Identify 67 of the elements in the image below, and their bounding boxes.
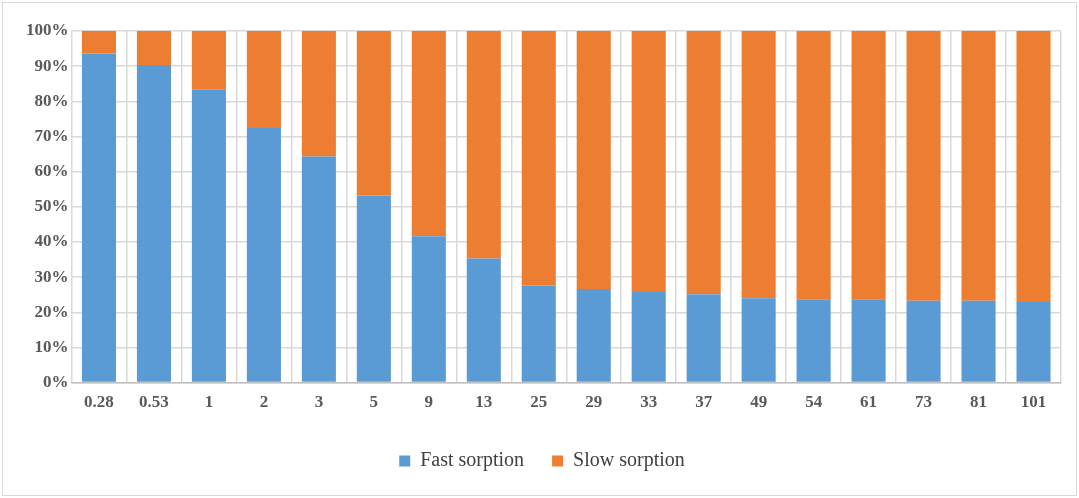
x-tick-label: 0.28 [84, 392, 114, 412]
bar [906, 300, 941, 382]
x-tick-label: 5 [369, 392, 379, 412]
bar [796, 299, 831, 382]
bar [521, 31, 556, 286]
x-tick-label: 33 [640, 392, 658, 412]
bar [796, 31, 831, 300]
y-tick-label: 10% [34, 336, 69, 356]
bar [301, 31, 336, 157]
x-tick-label: 3 [314, 392, 324, 412]
bar [81, 53, 117, 382]
y-tick-label: 50% [34, 196, 69, 216]
bar [356, 195, 391, 382]
bar [851, 31, 886, 300]
y-tick-label: 0% [43, 371, 69, 391]
y-tick-label: 70% [34, 125, 69, 145]
bar [136, 65, 171, 382]
x-tick-label: 29 [585, 392, 603, 412]
bar [906, 31, 941, 301]
bar [411, 236, 446, 382]
legend-label: Slow sorption [573, 448, 685, 472]
x-tick-label: 1 [204, 392, 214, 412]
x-tick-label: 9 [424, 392, 434, 412]
y-tick-label: 80% [34, 90, 69, 110]
bar [851, 299, 886, 382]
bar [246, 31, 281, 129]
bar [136, 31, 171, 66]
y-tick-label: 90% [34, 55, 69, 75]
bar [356, 31, 391, 196]
bar [576, 289, 611, 382]
bar [576, 31, 611, 290]
bar [1016, 302, 1051, 382]
bar [686, 31, 721, 295]
bar [246, 128, 281, 382]
bar [961, 31, 996, 301]
bar [191, 89, 226, 382]
bar [1016, 31, 1051, 303]
bar [686, 294, 721, 382]
x-tick-label: 73 [915, 392, 933, 412]
bar [81, 31, 117, 54]
y-tick-label: 20% [34, 301, 69, 321]
y-tick-label: 60% [34, 161, 69, 181]
bar [466, 258, 501, 382]
bar [631, 31, 666, 292]
x-tick-label: 25 [530, 392, 548, 412]
legend-label: Fast sorption [420, 448, 525, 472]
bar [411, 31, 446, 237]
x-tick-label: 61 [860, 392, 878, 412]
x-tick-label: 13 [475, 392, 493, 412]
bar [631, 291, 666, 382]
bar [741, 298, 776, 382]
bar [521, 285, 556, 382]
y-tick-label: 40% [34, 231, 69, 251]
x-tick-label: 49 [750, 392, 768, 412]
x-tick-label: 101 [1020, 392, 1047, 412]
y-tick-label: 30% [34, 266, 69, 286]
x-tick-label: 37 [695, 392, 713, 412]
bar [466, 31, 501, 259]
bar [191, 31, 226, 90]
x-tick-label: 81 [970, 392, 988, 412]
y-tick-label: 100% [26, 20, 69, 40]
bar [961, 300, 996, 382]
x-tick-label: 54 [805, 392, 823, 412]
bar [741, 31, 776, 299]
bar [301, 156, 336, 382]
x-tick-label: 0.53 [139, 392, 169, 412]
x-tick-label: 2 [259, 392, 269, 412]
